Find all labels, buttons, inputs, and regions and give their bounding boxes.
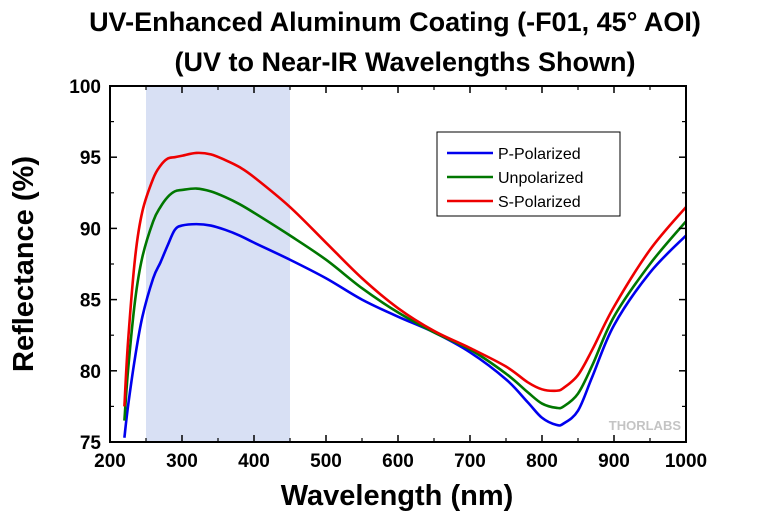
- y-tick-label: 80: [80, 362, 101, 383]
- series-line-unpolarized: [123, 187, 687, 421]
- highlight-band: [146, 86, 290, 442]
- x-tick-label: 200: [94, 451, 126, 472]
- y-tick-label: 85: [80, 291, 102, 312]
- legend-label: S-Polarized: [498, 194, 581, 211]
- y-axis-label: Reflectance (%): [8, 156, 40, 372]
- highlight-band-layer: [146, 86, 290, 442]
- legend-label: P-Polarized: [498, 146, 581, 163]
- y-tick-label: 90: [80, 219, 101, 240]
- series-layer: [123, 151, 687, 438]
- series-line-p-polarized: [123, 222, 687, 438]
- y-tick-label: 75: [80, 433, 102, 454]
- x-tick-label: 700: [454, 451, 486, 472]
- x-tick-label: 500: [310, 451, 342, 472]
- thorlabs-watermark: THORLABS: [609, 418, 682, 433]
- x-tick-label: 300: [166, 451, 198, 472]
- x-tick-label: 900: [598, 451, 630, 472]
- x-tick-label: 1000: [665, 451, 707, 472]
- legend-label: Unpolarized: [498, 170, 583, 187]
- axis-layer: 200 300 400 500 600 700 800 900 1000 75 80 85 90 95 10…: [69, 77, 707, 472]
- y-tick-label: 100: [69, 77, 101, 98]
- x-axis-label: Wavelength (nm): [281, 480, 514, 512]
- series-line-s-polarized: [123, 151, 687, 407]
- x-tick-label: 400: [238, 451, 270, 472]
- y-tick-label: 95: [80, 148, 102, 169]
- x-tick-label: 600: [382, 451, 414, 472]
- chart-subtitle: (UV to Near-IR Wavelengths Shown): [174, 47, 635, 77]
- chart-title: UV-Enhanced Aluminum Coating (-F01, 45° …: [89, 7, 701, 37]
- x-tick-label: 800: [526, 451, 558, 472]
- legend: P-Polarized Unpolarized S-Polarized: [436, 131, 621, 217]
